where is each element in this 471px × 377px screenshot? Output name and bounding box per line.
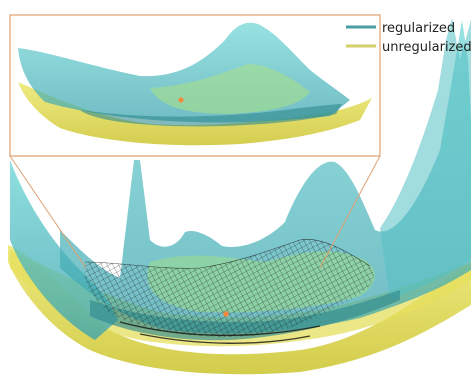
wireframe-edge (84, 239, 371, 269)
regularized-surface-left (10, 160, 118, 340)
legend-label-regularized: regularized (382, 21, 455, 36)
regularized-surface-center (60, 20, 471, 334)
inset-overlap-band (150, 64, 310, 114)
legend: regularized unregularized (346, 21, 471, 55)
inset-connectors (9, 155, 381, 269)
optimum-marker-main (223, 311, 229, 317)
wireframe-valley-lines (119, 321, 321, 344)
regularized-surface-right-wall (380, 18, 471, 300)
main-surfaces (8, 18, 471, 375)
inset-valley (80, 104, 342, 127)
optimum-marker-inset (178, 97, 184, 103)
unregularized-surface-main (8, 245, 471, 375)
wireframe-mesh (84, 239, 374, 338)
unregularized-surface-inset (18, 82, 372, 146)
legend-label-unregularized: unregularized (382, 40, 471, 55)
zoom-inset (9, 14, 381, 157)
